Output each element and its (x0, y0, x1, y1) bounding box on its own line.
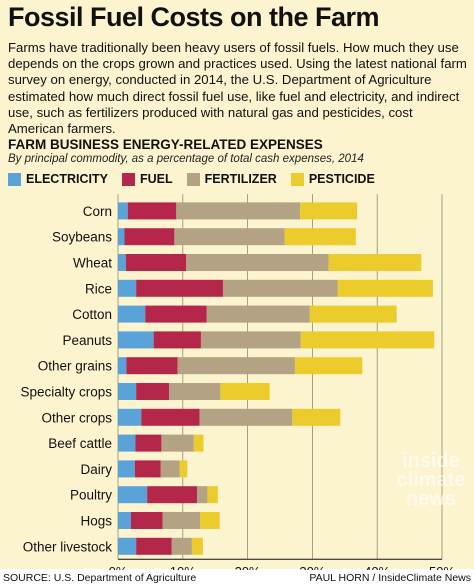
category-label: Rice (85, 281, 112, 296)
bar-segment (171, 537, 192, 555)
chart-legend: ELECTRICITY FUEL FERTILIZER PESTICIDE (8, 170, 389, 188)
bar-segment (118, 460, 135, 478)
chart-title: FARM BUSINESS ENERGY-RELATED EXPENSES (8, 137, 323, 152)
bar-segment (160, 460, 180, 478)
bar-segment (118, 202, 128, 220)
x-tick-label: 0% (109, 564, 128, 570)
bar-segment (162, 512, 201, 529)
source-note: SOURCE: U.S. Department of Agriculture (3, 572, 197, 584)
bar-segment (292, 408, 341, 426)
bar-segment (127, 202, 177, 220)
bar-segment (328, 254, 422, 271)
bar-segment (118, 512, 131, 529)
legend-item-electricity: ELECTRICITY (8, 172, 108, 186)
bar-segment (284, 228, 356, 246)
legend-label-fertilizer: FERTILIZER (204, 172, 277, 186)
bar-segment (169, 383, 221, 400)
bar-segment (200, 331, 301, 349)
category-label: Dairy (80, 462, 112, 477)
bar-segment (222, 279, 338, 297)
bar-segment (118, 279, 137, 297)
legend-label-fuel: FUEL (139, 172, 173, 186)
bar-segment (174, 228, 285, 246)
bar-segment (141, 408, 200, 426)
bar-segment (337, 279, 433, 297)
bar-segment (118, 537, 137, 555)
bar-segment (199, 408, 293, 426)
bar-chart: Corn Soybeans Wheat Rice Cotton Peanuts Other … (20, 194, 455, 570)
category-label: Other crops (41, 410, 112, 425)
bar-segment (118, 228, 125, 246)
legend-label-electricity: ELECTRICITY (26, 172, 108, 186)
x-tick-label: 20% (235, 564, 261, 570)
bar-segment (135, 434, 162, 452)
bar-segment (125, 254, 187, 271)
bar-segment (118, 434, 136, 452)
bar-segment (118, 331, 154, 349)
bar-segment (136, 383, 170, 400)
credit-note: PAUL HORN / InsideClimate News (309, 572, 471, 584)
legend-swatch-fertilizer (186, 172, 200, 186)
x-tick-label: 40% (364, 564, 390, 570)
legend-swatch-pesticide (290, 172, 304, 186)
bar-segment (294, 357, 363, 375)
bar-segment (177, 357, 295, 375)
category-label: Other grains (38, 359, 113, 374)
category-label: Soybeans (52, 230, 112, 245)
bar-segment (300, 331, 435, 349)
bar-segment (176, 202, 301, 220)
x-tick-label: 50% (429, 564, 455, 570)
bar-segment (179, 460, 188, 478)
legend-item-fertilizer: FERTILIZER (186, 172, 277, 186)
x-tick-label: 10% (170, 564, 196, 570)
category-label: Poultry (70, 488, 112, 503)
bar-segment (136, 279, 223, 297)
legend-item-pesticide: PESTICIDE (290, 172, 375, 186)
category-label: Other livestock (23, 539, 113, 554)
bar-segment (118, 357, 127, 375)
bar-segment (220, 383, 270, 400)
bar-segment (193, 434, 204, 452)
bar-segment (191, 537, 203, 555)
bar-segment (136, 537, 172, 555)
category-label: Wheat (73, 256, 112, 271)
legend-label-pesticide: PESTICIDE (308, 172, 375, 186)
x-tick-label: 30% (299, 564, 325, 570)
legend-swatch-electricity (8, 172, 21, 186)
bar-segment (300, 202, 358, 220)
bar-segment (200, 512, 220, 529)
chart-subtitle: By principal commodity, as a percentage … (8, 153, 364, 165)
bar-segment (309, 305, 397, 323)
page-title: Fossil Fuel Costs on the Farm (8, 2, 380, 32)
bar-segment (207, 486, 218, 504)
bar-segment (118, 383, 137, 400)
bar-segment (147, 486, 198, 504)
legend-swatch-fuel (121, 172, 135, 186)
category-label: Cotton (72, 307, 112, 322)
bar-segment (153, 331, 201, 349)
bar-segment (118, 305, 146, 323)
bar-segment (145, 305, 207, 323)
bar-segment (118, 486, 148, 504)
watermark-logo: inside climate news (396, 450, 466, 510)
bar-segment (206, 305, 310, 323)
category-label: Hogs (80, 514, 112, 529)
category-label: Specialty crops (20, 385, 112, 400)
bar-segment (124, 228, 175, 246)
bar-segment (118, 408, 142, 426)
category-label: Corn (83, 204, 112, 219)
legend-item-fuel: FUEL (121, 172, 173, 186)
category-label: Peanuts (62, 333, 112, 348)
bar-segment (126, 357, 178, 375)
bar-segment (118, 254, 126, 271)
category-label: Beef cattle (48, 436, 112, 451)
bar-segment (161, 434, 194, 452)
bar-segment (186, 254, 329, 271)
bar-segment (197, 486, 208, 504)
intro-paragraph: Farms have traditionally been heavy user… (8, 40, 467, 137)
bar-segment (130, 512, 163, 529)
bar-segment (134, 460, 161, 478)
